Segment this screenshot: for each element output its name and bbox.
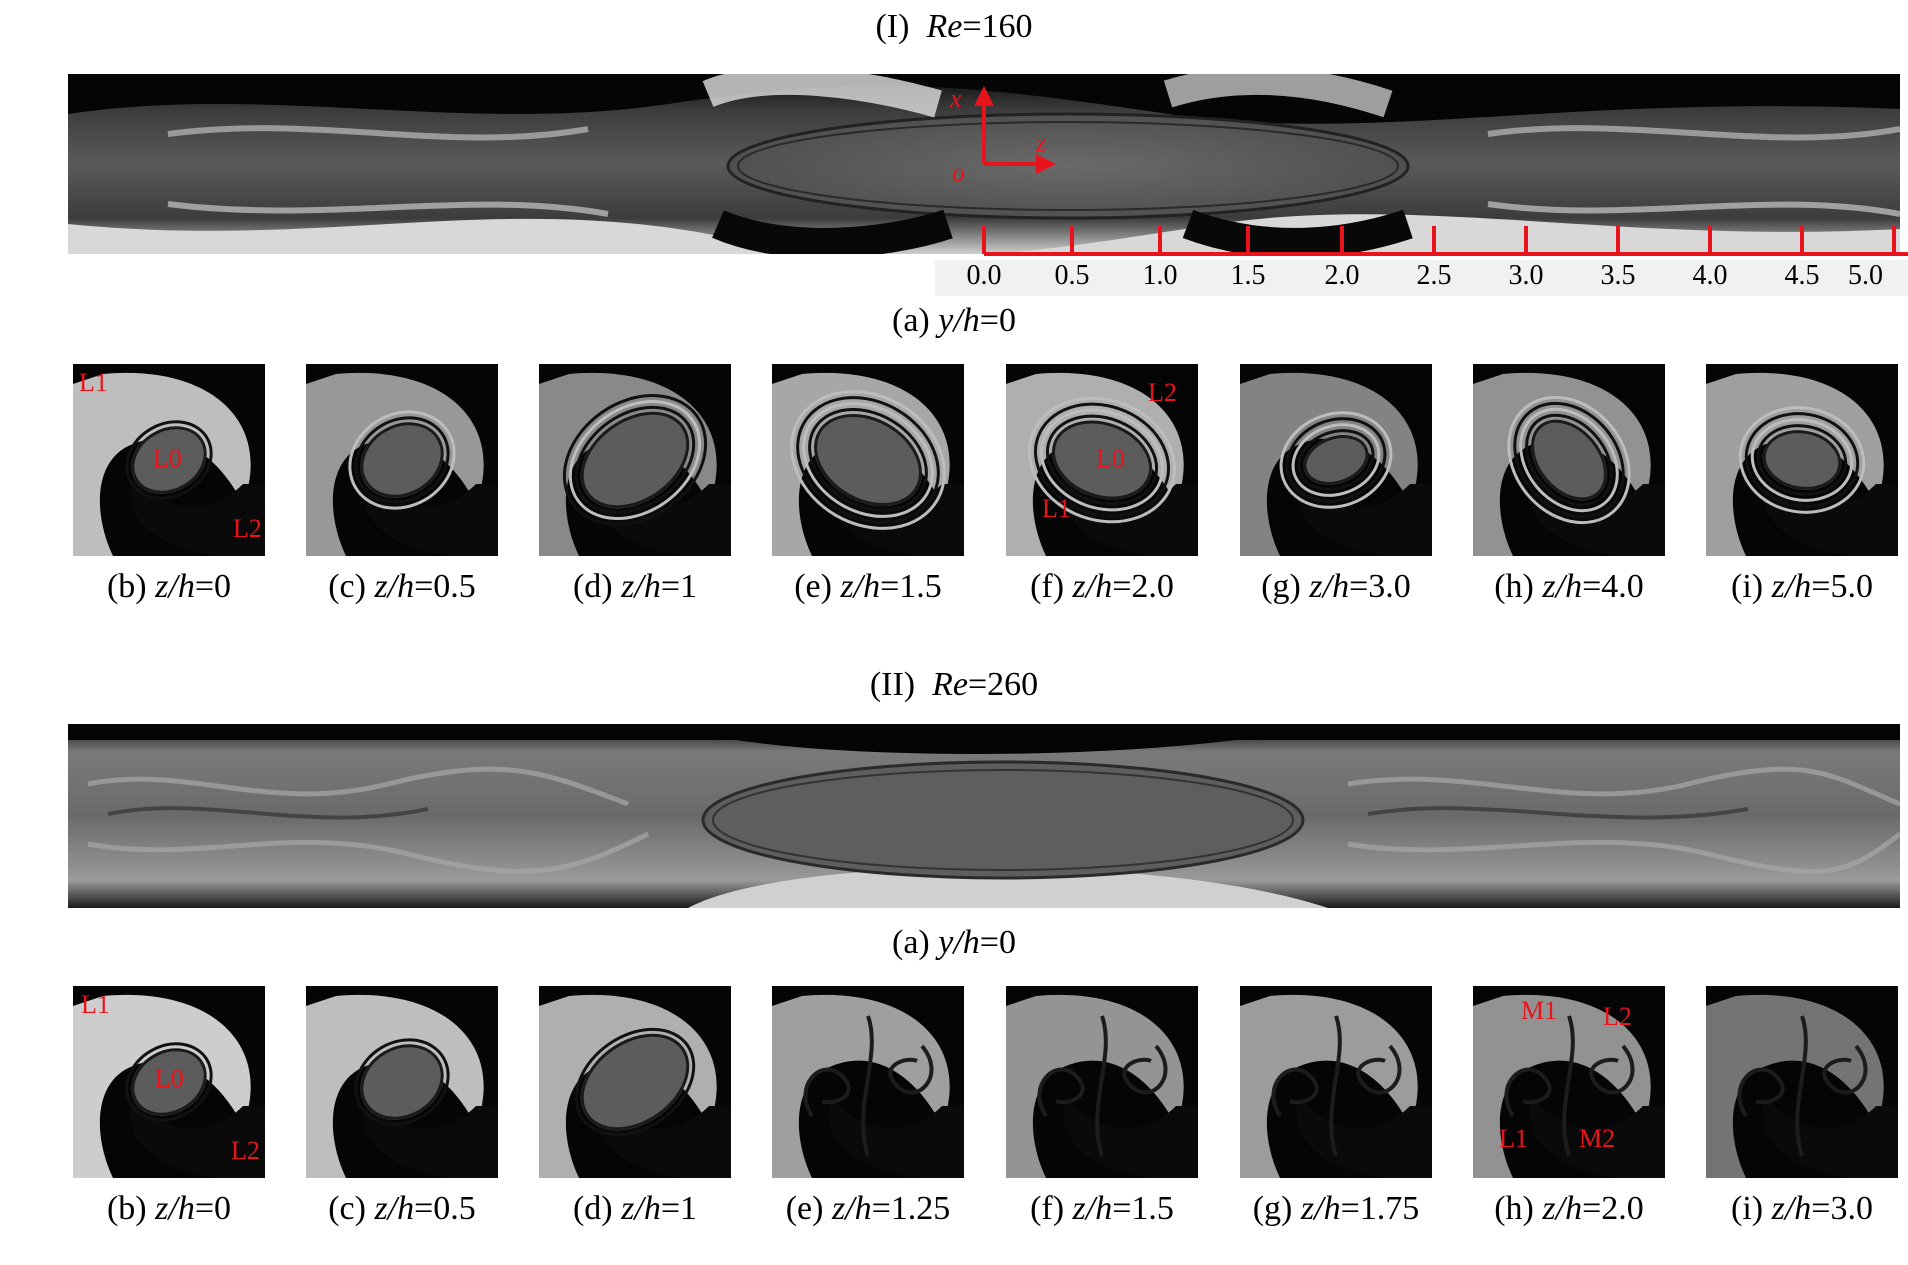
vortex-label: L2: [1603, 1002, 1632, 1031]
vortex-image: [73, 364, 265, 556]
vortex-panel: [1706, 986, 1898, 1178]
vortex-label: L1: [1042, 494, 1071, 523]
axis-arrows: [974, 86, 1056, 174]
vortex-panel: [772, 364, 964, 556]
vortex-image: [1473, 364, 1665, 556]
panel-caption: (c) z/h=0.5: [328, 568, 476, 605]
vortex-label: L2: [231, 1136, 260, 1165]
panel-caption: (b) z/h=0: [106, 1190, 232, 1227]
vortex-label: L0: [155, 1064, 184, 1093]
vortex-panel: [772, 986, 964, 1178]
scale-tick-label: 2.0: [1307, 260, 1377, 292]
flow-strip-re260: [68, 724, 1900, 908]
panel-caption: (g) z/h=1.75: [1252, 1190, 1420, 1227]
section1-strip-caption: (a) y/h=0: [892, 302, 1016, 339]
panel-caption: (d) z/h=1: [572, 1190, 698, 1227]
vortex-panel: M1 L2 L1 M2: [1473, 986, 1665, 1178]
scale-bar: [982, 226, 1908, 256]
panel-caption: (f) z/h=2.0: [1030, 568, 1174, 605]
vortex-label: L1: [79, 368, 108, 397]
axis-label-x: x: [950, 84, 962, 113]
section2-strip-caption: (a) y/h=0: [892, 924, 1016, 961]
vortex-image: [1006, 364, 1198, 556]
vortex-image: [1240, 986, 1432, 1178]
vortex-label: M2: [1579, 1124, 1616, 1153]
vortex-image: [1006, 986, 1198, 1178]
vortex-panel: [306, 986, 498, 1178]
vortex-panel: [1706, 364, 1898, 556]
vortex-panel: [1240, 364, 1432, 556]
axis-label-z: z: [1036, 128, 1047, 157]
vortex-panel: L1 L0 L2: [73, 986, 265, 1178]
scale-tick-label: 5.0: [1848, 260, 1908, 292]
vortex-panel: [539, 986, 731, 1178]
vortex-image: [306, 364, 498, 556]
vortex-panel: [1006, 986, 1198, 1178]
vortex-image: [772, 986, 964, 1178]
section1-title: (I) Re=160: [875, 8, 1033, 45]
panel-caption: (d) z/h=1: [572, 568, 698, 605]
scale-tick-label: 0.0: [949, 260, 1019, 292]
vortex-label: L0: [153, 444, 182, 473]
scale-tick-label: 4.5: [1767, 260, 1837, 292]
panel-caption: (f) z/h=1.5: [1030, 1190, 1174, 1227]
scale-tick-label: 4.0: [1675, 260, 1745, 292]
panel-caption: (e) z/h=1.5: [794, 568, 942, 605]
scale-tick-label: 0.5: [1037, 260, 1107, 292]
vortex-image: [306, 986, 498, 1178]
vortex-image: [1473, 986, 1665, 1178]
vortex-label: L2: [1148, 378, 1177, 407]
axis-label-o: o: [952, 158, 965, 187]
vortex-label: L0: [1096, 444, 1125, 473]
vortex-image: [539, 986, 731, 1178]
scale-tick-label: 3.0: [1491, 260, 1561, 292]
vortex-image: [1706, 364, 1898, 556]
vortex-image: [539, 364, 731, 556]
vortex-label: M1: [1521, 996, 1558, 1025]
panel-caption: (c) z/h=0.5: [328, 1190, 476, 1227]
panel-caption: (b) z/h=0: [106, 568, 232, 605]
panel-caption: (i) z/h=3.0: [1731, 1190, 1873, 1227]
section2-title: (II) Re=260: [869, 666, 1039, 703]
vortex-label: L1: [81, 990, 110, 1019]
vortex-panel: [539, 364, 731, 556]
panel-caption: (h) z/h=2.0: [1494, 1190, 1644, 1227]
scale-tick-label: 3.5: [1583, 260, 1653, 292]
vortex-panel: L1 L0 L2: [73, 364, 265, 556]
panel-caption: (h) z/h=4.0: [1494, 568, 1644, 605]
vortex-panel: [1240, 986, 1432, 1178]
vortex-image: [1240, 364, 1432, 556]
flow-strip-re260-image: [68, 724, 1900, 908]
scale-tick-label: 1.5: [1213, 260, 1283, 292]
vortex-label: L1: [1499, 1124, 1528, 1153]
vortex-label: L2: [233, 514, 262, 543]
vortex-panel: [1473, 364, 1665, 556]
vortex-panel: L2 L0 L1: [1006, 364, 1198, 556]
scale-tick-label: 2.5: [1399, 260, 1469, 292]
vortex-panel: [306, 364, 498, 556]
scale-tick-label: 1.0: [1125, 260, 1195, 292]
vortex-image: [1706, 986, 1898, 1178]
vortex-image: [772, 364, 964, 556]
panel-caption: (g) z/h=3.0: [1261, 568, 1411, 605]
panel-caption: (i) z/h=5.0: [1731, 568, 1873, 605]
panel-caption: (e) z/h=1.25: [785, 1190, 951, 1227]
vortex-image: [73, 986, 265, 1178]
